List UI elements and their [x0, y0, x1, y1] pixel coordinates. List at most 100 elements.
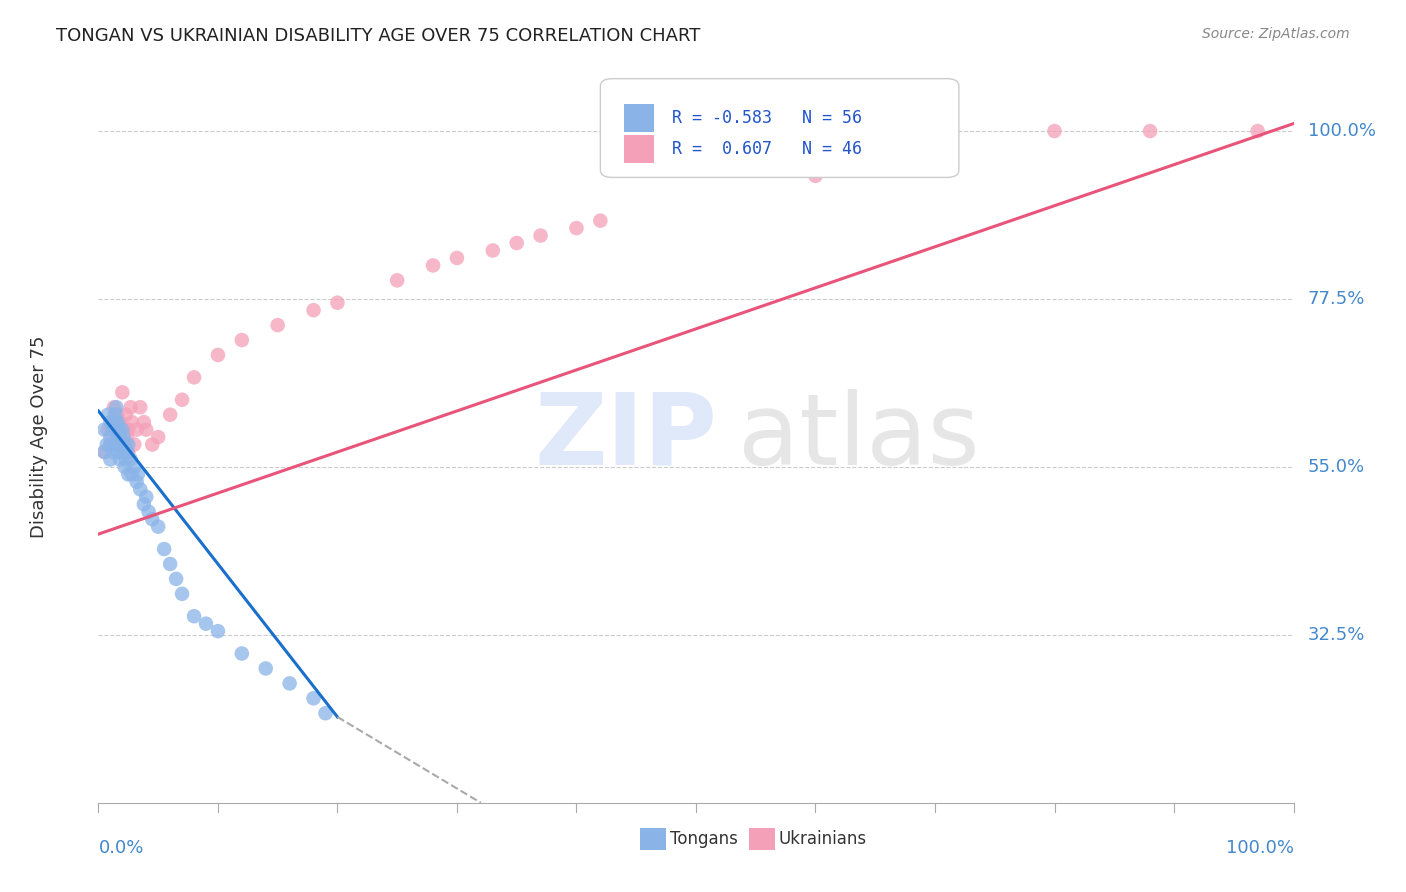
Point	[98, 437, 122, 451]
Point	[103, 437, 125, 451]
Point	[112, 430, 135, 444]
Text: ZIP: ZIP	[534, 389, 717, 485]
Bar	[624, 136, 654, 163]
Point	[148, 430, 170, 444]
Point	[132, 415, 155, 429]
Text: atlas: atlas	[738, 389, 980, 485]
Text: TONGAN VS UKRAINIAN DISABILITY AGE OVER 75 CORRELATION CHART: TONGAN VS UKRAINIAN DISABILITY AGE OVER …	[56, 27, 700, 45]
Point	[141, 512, 163, 526]
Bar	[748, 829, 775, 850]
Point	[159, 408, 181, 422]
Point	[506, 235, 529, 250]
Point	[129, 483, 152, 497]
Point	[231, 647, 253, 661]
Point	[172, 392, 194, 407]
Text: R = -0.583   N = 56: R = -0.583 N = 56	[672, 109, 862, 127]
Point	[111, 445, 134, 459]
Point	[117, 437, 139, 451]
Point	[129, 401, 152, 415]
Text: 77.5%: 77.5%	[1308, 290, 1365, 308]
Point	[183, 370, 205, 384]
Point	[125, 423, 148, 437]
Point	[589, 213, 612, 227]
Point	[231, 333, 253, 347]
Point	[107, 423, 129, 437]
Point	[97, 423, 120, 437]
Point	[120, 401, 142, 415]
Point	[111, 385, 134, 400]
Text: 55.0%: 55.0%	[1308, 458, 1365, 476]
Point	[141, 437, 163, 451]
Text: Disability Age Over 75: Disability Age Over 75	[30, 335, 48, 539]
Bar	[624, 104, 654, 132]
Point	[120, 452, 142, 467]
Point	[153, 542, 176, 557]
Bar	[640, 829, 666, 850]
Point	[114, 437, 136, 451]
Point	[530, 228, 553, 243]
Point	[124, 459, 146, 474]
Point	[195, 616, 218, 631]
Point	[315, 706, 337, 721]
Point	[159, 557, 181, 571]
Point	[267, 318, 290, 332]
Point	[108, 430, 131, 444]
Point	[101, 445, 124, 459]
Point	[101, 423, 124, 437]
Point	[104, 423, 127, 437]
Point	[101, 415, 124, 429]
Point	[98, 452, 122, 467]
Point	[98, 437, 122, 451]
Point	[107, 408, 129, 422]
Point	[124, 437, 146, 451]
Point	[103, 401, 125, 415]
Point	[183, 609, 205, 624]
Point	[446, 251, 468, 265]
Point	[565, 221, 588, 235]
Point	[165, 572, 187, 586]
FancyBboxPatch shape	[600, 78, 959, 178]
Point	[105, 415, 128, 429]
Point	[302, 303, 325, 318]
Point	[117, 445, 139, 459]
Point	[111, 437, 134, 451]
Point	[385, 273, 409, 287]
Point	[172, 587, 194, 601]
Point	[108, 415, 131, 429]
Point	[103, 423, 125, 437]
Point	[107, 430, 129, 444]
Point	[110, 437, 132, 451]
Point	[105, 401, 128, 415]
Text: Tongans: Tongans	[669, 830, 738, 848]
Point	[93, 445, 115, 459]
Point	[302, 691, 325, 706]
Point	[481, 244, 505, 258]
Point	[98, 430, 122, 444]
Point	[105, 430, 128, 444]
Text: Source: ZipAtlas.com: Source: ZipAtlas.com	[1202, 27, 1350, 41]
Point	[108, 452, 131, 467]
Point	[254, 661, 277, 675]
Point	[115, 430, 138, 444]
Point	[107, 423, 129, 437]
Point	[115, 452, 138, 467]
Point	[93, 445, 115, 459]
Point	[115, 445, 138, 459]
Point	[98, 415, 122, 429]
Point	[127, 467, 149, 482]
Point	[125, 475, 148, 489]
Point	[138, 505, 160, 519]
Point	[111, 423, 134, 437]
Point	[278, 676, 301, 690]
Point	[1043, 124, 1066, 138]
Text: R =  0.607   N = 46: R = 0.607 N = 46	[672, 140, 862, 158]
Point	[207, 348, 229, 362]
Point	[115, 408, 138, 422]
Point	[104, 423, 127, 437]
Point	[804, 169, 827, 183]
Point	[114, 459, 136, 474]
Text: Ukrainians: Ukrainians	[779, 830, 866, 848]
Point	[132, 497, 155, 511]
Point	[117, 467, 139, 482]
Text: 32.5%: 32.5%	[1308, 626, 1365, 644]
